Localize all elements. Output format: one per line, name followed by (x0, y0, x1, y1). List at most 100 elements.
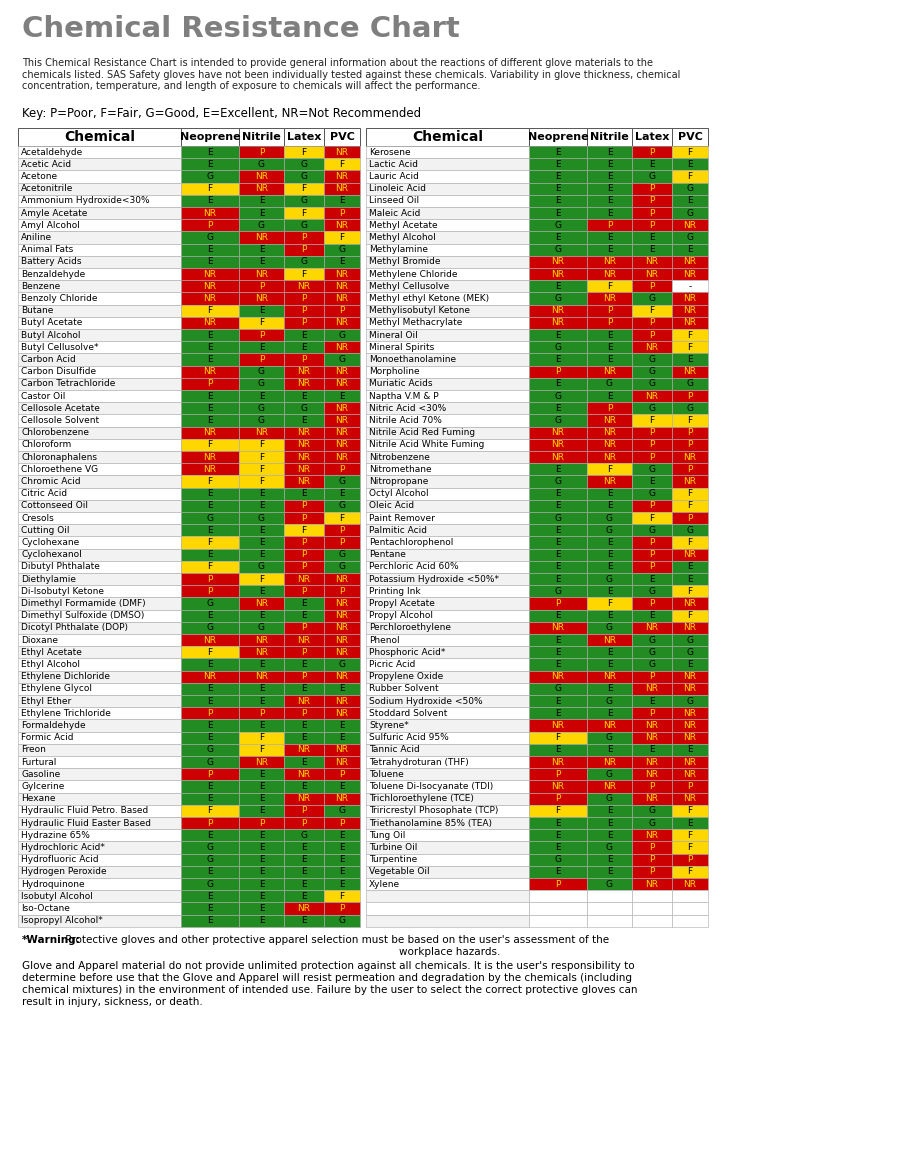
Bar (181, 683, 239, 695)
Text: Nitropropane: Nitropropane (369, 477, 428, 487)
Bar (239, 866, 284, 877)
Bar (181, 634, 239, 646)
Bar (18, 829, 181, 842)
Text: NR: NR (298, 465, 310, 474)
Text: P: P (555, 770, 561, 778)
Bar (632, 683, 672, 695)
Text: E: E (302, 611, 307, 620)
Text: F: F (339, 891, 345, 900)
Text: NR: NR (603, 477, 616, 487)
Bar (284, 683, 324, 695)
Bar (284, 866, 324, 877)
Text: E: E (688, 574, 693, 583)
Text: P: P (302, 624, 307, 632)
Text: NR: NR (298, 635, 310, 645)
Bar (632, 781, 672, 792)
Text: Glove and Apparel material do not provide unlimited protection against all chemi: Glove and Apparel material do not provid… (22, 960, 634, 971)
Text: NR: NR (603, 453, 616, 461)
Bar (18, 671, 181, 683)
Bar (366, 842, 529, 853)
Text: Perchloroethylene: Perchloroethylene (369, 624, 451, 632)
Bar (529, 646, 587, 658)
Bar (587, 853, 632, 866)
Bar (366, 475, 529, 488)
Bar (18, 792, 181, 805)
Bar (18, 781, 181, 792)
Bar (284, 354, 324, 366)
Text: NR: NR (255, 600, 268, 608)
Text: E: E (339, 733, 345, 743)
Bar (587, 451, 632, 464)
Bar (587, 427, 632, 439)
Bar (284, 267, 324, 280)
Bar (181, 256, 239, 267)
Bar (18, 842, 181, 853)
Text: F: F (302, 184, 307, 194)
Bar (239, 597, 284, 610)
Text: E: E (207, 685, 212, 693)
Text: NR: NR (255, 270, 268, 279)
Bar (672, 756, 708, 768)
Bar (324, 171, 360, 182)
Text: Stoddard Solvent: Stoddard Solvent (369, 709, 447, 718)
Bar (239, 646, 284, 658)
Bar (239, 586, 284, 597)
Bar (181, 719, 239, 732)
Text: F: F (650, 416, 654, 425)
Bar (284, 621, 324, 634)
Text: E: E (207, 489, 212, 498)
Bar (181, 329, 239, 341)
Text: E: E (207, 891, 212, 900)
Text: E: E (607, 660, 612, 669)
Text: P: P (649, 709, 654, 718)
Text: P: P (302, 502, 307, 511)
Bar (18, 402, 181, 414)
Bar (632, 732, 672, 744)
Text: E: E (607, 184, 612, 194)
Text: *Warning:: *Warning: (22, 935, 81, 944)
Bar (672, 877, 708, 890)
Text: Methylene Chloride: Methylene Chloride (369, 270, 457, 279)
Bar (366, 341, 529, 354)
Text: Lauric Acid: Lauric Acid (369, 172, 419, 181)
Text: P: P (302, 355, 307, 364)
Text: P: P (207, 709, 212, 718)
Bar (284, 634, 324, 646)
Bar (672, 366, 708, 378)
Text: NR: NR (255, 635, 268, 645)
Bar (672, 732, 708, 744)
Text: Ammonium Hydroxide<30%: Ammonium Hydroxide<30% (21, 196, 149, 205)
Text: Iso-Octane: Iso-Octane (21, 904, 70, 913)
Bar (366, 817, 529, 829)
Bar (587, 182, 632, 195)
Text: E: E (649, 160, 655, 168)
Bar (324, 549, 360, 560)
Bar (324, 671, 360, 683)
Text: Acetonitrile: Acetonitrile (21, 184, 74, 194)
Text: NR: NR (298, 440, 310, 450)
Bar (284, 293, 324, 304)
Text: E: E (302, 843, 307, 852)
Text: Muriatic Acids: Muriatic Acids (369, 379, 433, 389)
Text: NR: NR (336, 281, 348, 291)
Text: NR: NR (683, 794, 697, 804)
Bar (284, 341, 324, 354)
Text: E: E (207, 611, 212, 620)
Text: Amyl Alcohol: Amyl Alcohol (21, 221, 80, 229)
Bar (672, 354, 708, 366)
Bar (587, 842, 632, 853)
Bar (181, 317, 239, 329)
Bar (181, 817, 239, 829)
Text: Mineral Spirits: Mineral Spirits (369, 342, 434, 352)
Text: Hydrofluoric Acid: Hydrofluoric Acid (21, 856, 99, 865)
Text: E: E (207, 550, 212, 559)
Text: F: F (607, 465, 612, 474)
Text: E: E (555, 574, 561, 583)
Bar (18, 293, 181, 304)
Bar (284, 329, 324, 341)
Text: P: P (649, 209, 654, 218)
Bar (284, 671, 324, 683)
Bar (324, 354, 360, 366)
Bar (366, 866, 529, 877)
Bar (672, 439, 708, 451)
